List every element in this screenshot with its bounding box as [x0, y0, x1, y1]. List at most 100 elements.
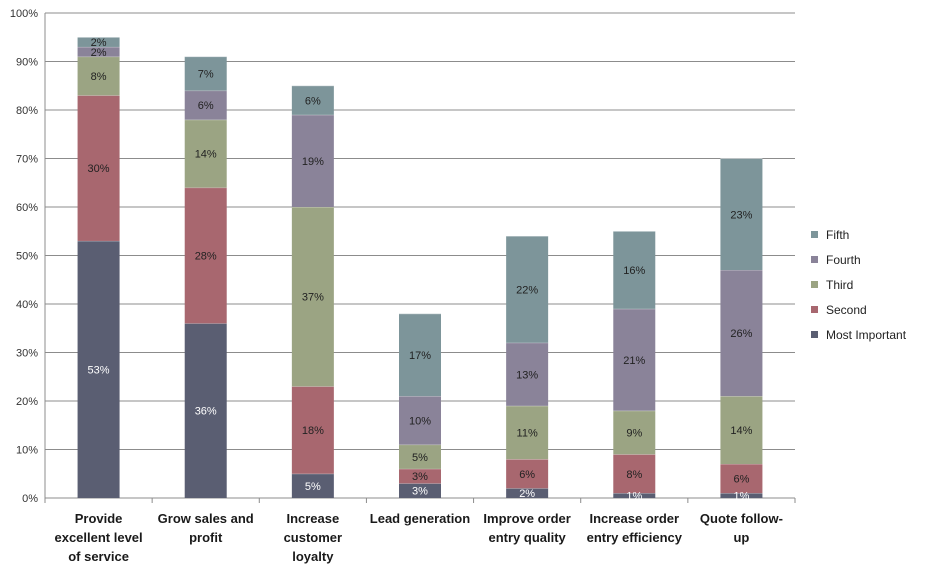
legend-swatch — [811, 281, 818, 288]
data-label: 3% — [412, 471, 428, 483]
y-tick-label: 100% — [10, 8, 38, 20]
data-label: 23% — [730, 209, 752, 221]
data-label: 14% — [195, 149, 217, 161]
bar-segment — [184, 323, 227, 498]
bar-segment — [184, 187, 227, 324]
legend-swatch — [811, 331, 818, 338]
data-label: 6% — [198, 100, 214, 112]
data-label: 21% — [623, 355, 645, 367]
y-tick-label: 70% — [16, 154, 38, 166]
bar-segment — [613, 308, 656, 411]
data-label: 8% — [626, 469, 642, 481]
data-label: 6% — [305, 95, 321, 107]
bar-segment — [291, 473, 334, 498]
y-tick-label: 10% — [16, 445, 38, 457]
data-label: 11% — [517, 428, 538, 440]
legend-swatch — [811, 231, 818, 238]
y-tick-label: 60% — [16, 202, 38, 214]
y-tick-label: 90% — [16, 57, 38, 69]
bar-segment — [77, 95, 120, 241]
data-label: 17% — [409, 350, 431, 362]
legend-label: Third — [826, 278, 853, 292]
bar-segment — [399, 468, 441, 484]
category-label: Improve order — [483, 511, 570, 526]
x-axis — [44, 13, 796, 503]
bar-segment — [184, 56, 227, 91]
bar-segment — [291, 386, 334, 474]
category-label: Quote follow- — [700, 511, 783, 526]
bar-segment — [399, 396, 441, 445]
data-label: 36% — [195, 406, 217, 418]
bar-segment — [613, 231, 656, 309]
bar-segment — [506, 236, 549, 343]
bar-segment — [720, 396, 763, 465]
bar-segment — [399, 313, 441, 397]
bar-segment — [613, 493, 656, 498]
y-tick-label: 80% — [16, 105, 38, 117]
data-label: 6% — [519, 469, 535, 481]
gridlines — [45, 12, 795, 499]
y-tick-label: 40% — [16, 299, 38, 311]
data-labels: 53%30%8%2%2%36%28%14%6%7%5%18%37%19%6%3%… — [88, 37, 753, 502]
bar-stacks — [77, 36, 763, 498]
bar-segment — [506, 405, 549, 460]
bar-segment — [720, 493, 763, 498]
data-label: 1% — [733, 491, 749, 503]
y-tick-label: 30% — [16, 348, 38, 360]
y-tick-label: 20% — [16, 396, 38, 408]
bar-segment — [506, 488, 549, 498]
data-label: 28% — [195, 251, 217, 263]
bar-segment — [720, 464, 763, 494]
data-label: 2% — [91, 37, 107, 49]
legend-label: Fifth — [826, 228, 849, 242]
data-label: 2% — [91, 47, 107, 59]
y-axis-ticks: 0% 10% 20% 30% 40% 50% 60% 70% 80% 90% 100% — [10, 8, 38, 505]
category-labels: Provide excellent level of service Grow sal… — [54, 511, 782, 564]
data-label: 26% — [730, 328, 752, 340]
data-label: 19% — [302, 156, 324, 168]
data-label: 7% — [198, 69, 214, 81]
legend-label: Second — [826, 303, 867, 317]
category-label: of service — [68, 549, 129, 564]
bar-segment — [291, 114, 334, 207]
category-label: customer — [284, 530, 343, 545]
data-label: 30% — [88, 163, 110, 175]
data-label: 16% — [623, 265, 645, 277]
data-label: 22% — [516, 284, 538, 296]
data-label: 2% — [519, 488, 535, 500]
bar-segment — [399, 444, 441, 469]
legend: Fifth Fourth Third Second Most Important — [811, 228, 907, 342]
category-label: Increase order — [589, 511, 679, 526]
data-label: 5% — [305, 481, 321, 493]
data-label: 13% — [516, 369, 538, 381]
bar-segment — [399, 483, 441, 498]
bar-segment — [506, 459, 549, 489]
legend-label: Fourth — [826, 253, 861, 267]
data-label: 8% — [91, 71, 107, 83]
data-label: 37% — [302, 292, 324, 304]
category-label: up — [733, 530, 749, 545]
y-tick-label: 0% — [22, 493, 38, 505]
bar-segment — [77, 240, 120, 498]
legend-label: Most Important — [826, 328, 907, 342]
category-label: Increase — [286, 511, 339, 526]
bar-segment — [613, 454, 656, 494]
category-label: Grow sales and — [158, 511, 254, 526]
category-label: loyalty — [292, 549, 334, 564]
bar-segment — [184, 119, 227, 188]
category-label: Lead generation — [370, 511, 470, 526]
data-label: 10% — [409, 415, 431, 427]
bar-segment — [613, 410, 656, 455]
bar-segment — [291, 207, 334, 387]
bar-segment — [184, 90, 227, 120]
bar-segment — [77, 46, 120, 57]
data-label: 3% — [412, 486, 428, 498]
bar-segment — [720, 158, 763, 271]
data-label: 5% — [412, 452, 428, 464]
bar-segment — [291, 85, 334, 115]
category-label: entry quality — [488, 530, 566, 545]
data-label: 9% — [626, 428, 642, 440]
legend-swatch — [811, 256, 818, 263]
data-label: 14% — [730, 425, 752, 437]
data-label: 1% — [626, 491, 642, 503]
